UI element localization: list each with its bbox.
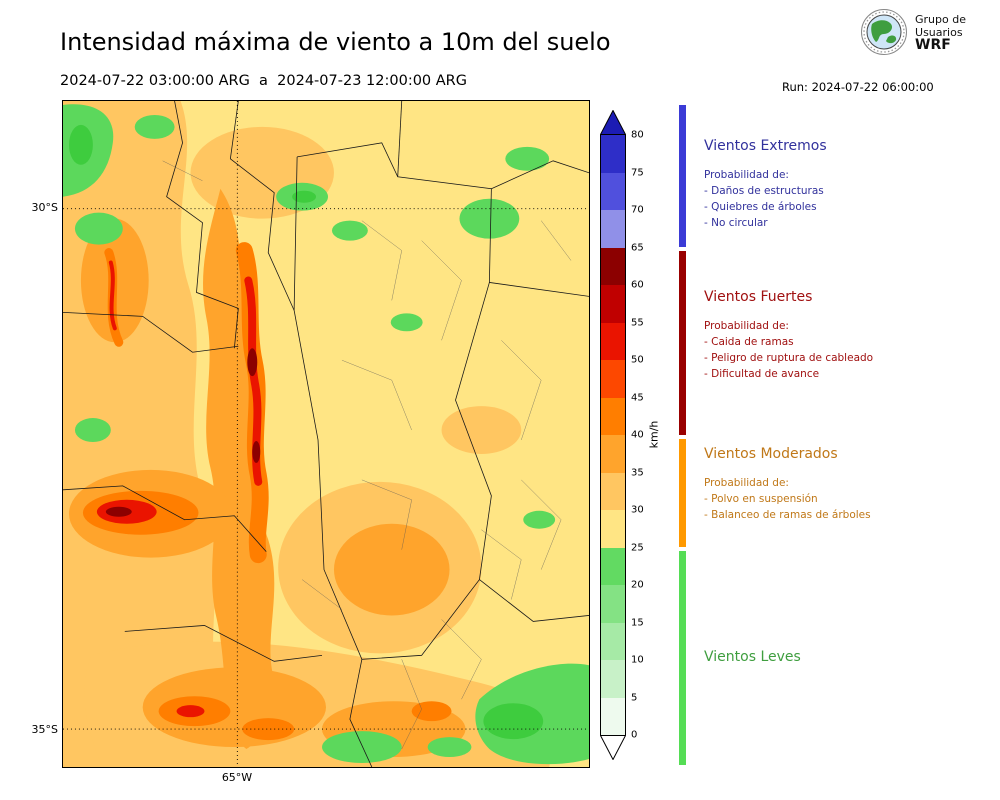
logo-line-1: Grupo de [915, 12, 966, 26]
legend-line: - Quiebres de árboles [704, 201, 817, 213]
legend-strip-segment [679, 251, 686, 435]
colorbar-tick-label: 55 [631, 317, 644, 328]
colorbar-segment [601, 472, 625, 510]
colorbar-tick-label: 70 [631, 204, 644, 216]
colorbar-tick-label: 80 [631, 129, 644, 141]
colorbar-segment [601, 285, 625, 323]
legend-line: - No circular [704, 217, 768, 229]
colorbar-segment [601, 547, 625, 585]
legend-section: Vientos Moderados Probabilidad de: - Polvo… [704, 446, 996, 523]
logo-line-3: WRF [915, 36, 951, 53]
colorbar-tick-label: 65 [631, 242, 644, 253]
colorbar-tick-label: 40 [631, 429, 644, 441]
legend-strip-segment [679, 105, 686, 247]
page-title: Intensidad máxima de viento a 10m del su… [60, 28, 611, 56]
colorbar-tick-label: 75 [631, 167, 644, 178]
map-panel [62, 100, 590, 768]
colorbar-segment [601, 622, 625, 660]
legend-section-title: Vientos Extremos [704, 138, 827, 154]
colorbar-tick-label: 35 [631, 467, 644, 478]
legend: Vientos Extremos Probabilidad de: - Daños … [704, 0, 996, 800]
wind-band-35-40 [68, 188, 466, 758]
forecast-period: 2024-07-22 03:00:00 ARG a 2024-07-23 12:… [60, 73, 467, 89]
run-timestamp: Run: 2024-07-22 06:00:00 [782, 80, 934, 94]
colorbar-segment [601, 585, 625, 623]
colorbar-tick-label: 20 [631, 579, 644, 591]
legend-strip-segment [679, 439, 686, 547]
wrf-logo-text: Grupo de Usuarios WRF [915, 13, 966, 52]
legend-strip-segment [679, 551, 686, 765]
colorbar-tick-label: 0 [631, 729, 638, 741]
legend-section-lines: Probabilidad de: - Daños de estructuras - … [704, 167, 996, 231]
wind-band-60-65 [105, 348, 261, 517]
legend-section-title: Vientos Moderados [704, 446, 838, 462]
colorbar-segment [601, 210, 625, 248]
legend-section-title: Vientos Leves [704, 649, 801, 665]
legend-section-lines: Probabilidad de: - Polvo en suspensión - B… [704, 475, 996, 523]
colorbar-segment [601, 660, 625, 698]
colorbar-ticks: 80 75 70 65 60 55 50 45 40 35 30 25 20 15 10 5 0 [631, 130, 665, 741]
legend-section-lines: Probabilidad de: - Caida de ramas - Peligr… [704, 318, 996, 382]
lon-label-65w: 65°W [221, 771, 253, 784]
colorbar-tick-label: 15 [631, 617, 644, 628]
lat-label-35s: 35°S [31, 723, 58, 736]
map-department-lines [162, 160, 572, 750]
colorbar-tick-label: 50 [631, 354, 644, 366]
colorbar [600, 110, 626, 760]
legend-section: Vientos Extremos Probabilidad de: - Daños … [704, 138, 996, 231]
colorbar-tick-label: 60 [631, 279, 644, 291]
wrf-logo: Grupo de Usuarios WRF [860, 8, 966, 56]
legend-line: - Caida de ramas [704, 336, 794, 348]
legend-line: Probabilidad de: [704, 169, 789, 181]
colorbar-segment [601, 697, 625, 735]
logo-line-2: Usuarios [915, 25, 963, 39]
legend-line: Probabilidad de: [704, 320, 789, 332]
colorbar-tick-label: 25 [631, 542, 644, 553]
legend-line: - Peligro de ruptura de cableado [704, 352, 874, 364]
colorbar-segments [600, 135, 626, 735]
wrf-logo-globe-icon [861, 9, 908, 55]
colorbar-over-arrow [600, 110, 626, 135]
legend-section-title: Vientos Fuertes [704, 289, 813, 305]
colorbar-segment [601, 435, 625, 473]
colorbar-tick-label: 5 [631, 692, 638, 703]
wind-band-leves-green-dark [68, 124, 544, 740]
colorbar-tick-label: 10 [631, 654, 644, 666]
colorbar-segment [601, 360, 625, 398]
colorbar-tick-label: 45 [631, 392, 644, 403]
map-graticule [63, 101, 589, 767]
colorbar-segment [601, 397, 625, 435]
legend-line: - Balanceo de ramas de árboles [704, 509, 871, 521]
legend-category-strip [679, 105, 686, 767]
colorbar-tick-label: 30 [631, 504, 644, 516]
legend-line: - Dificultad de avance [704, 368, 820, 380]
legend-line: - Polvo en suspensión [704, 493, 818, 505]
colorbar-segment [601, 247, 625, 285]
colorbar-segment [601, 135, 625, 173]
colorbar-under-arrow [600, 735, 626, 760]
legend-line: - Daños de estructuras [704, 185, 824, 197]
legend-section: Vientos Leves [704, 649, 996, 665]
colorbar-segment [601, 322, 625, 360]
lat-label-30s: 30°S [31, 201, 58, 214]
legend-section: Vientos Fuertes Probabilidad de: - Caida d… [704, 289, 996, 382]
wind-intensity-map [63, 101, 589, 767]
colorbar-unit-label: km/h [647, 420, 661, 449]
legend-line: Probabilidad de: [704, 477, 789, 489]
colorbar-segment [601, 510, 625, 548]
map-province-boundaries [63, 101, 589, 767]
colorbar-segment [601, 172, 625, 210]
